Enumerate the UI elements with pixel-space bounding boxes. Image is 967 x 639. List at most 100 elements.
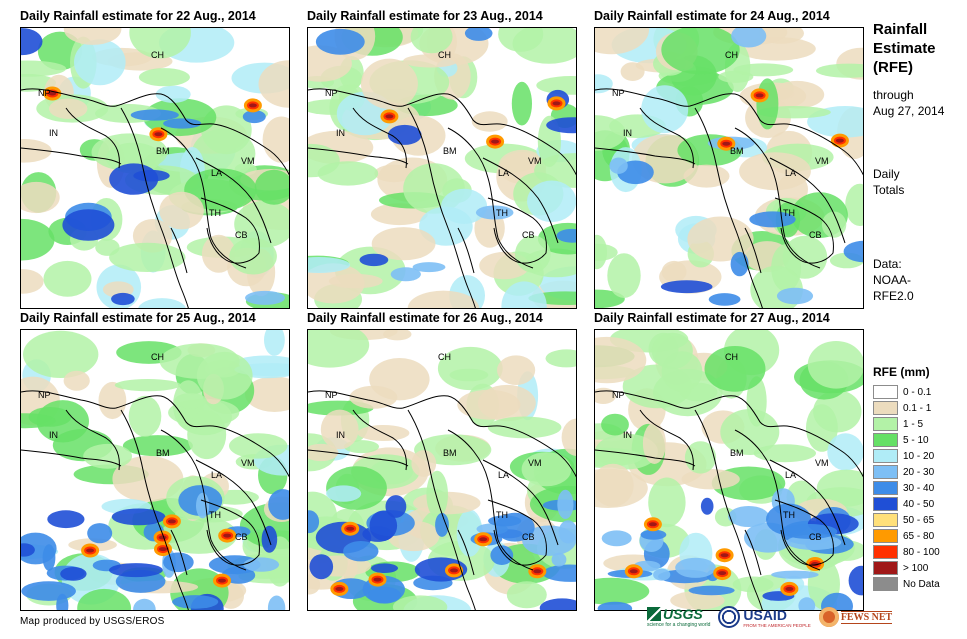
rainfall-patch [98, 381, 127, 420]
country-border [308, 390, 576, 478]
data-label: Data: [873, 257, 902, 271]
rainfall-patch [234, 200, 289, 248]
rainfall-patch [781, 524, 838, 539]
country-border [595, 449, 696, 467]
rainfall-patch [670, 591, 725, 610]
country-label-la: LA [211, 168, 223, 178]
country-label-ch: CH [438, 352, 451, 362]
country-border [407, 409, 476, 610]
rainfall-cell [154, 132, 163, 137]
rainfall-patch [595, 577, 650, 605]
country-label-cb: CB [235, 532, 248, 542]
country-label-ch: CH [438, 50, 451, 60]
rainfall-cell [167, 519, 176, 524]
country-label-vm: VM [815, 458, 829, 468]
rainfall-patch [609, 157, 628, 174]
rainfall-patch [42, 544, 56, 571]
rainfall-patch [62, 209, 115, 241]
country-label-ch: CH [725, 352, 738, 362]
country-label-th: TH [496, 208, 508, 218]
rainfall-patch [845, 183, 863, 226]
rainfall-patch [114, 379, 181, 392]
rainfall-patch [807, 341, 863, 389]
rainfall-map: CH NP IN BM LA VM TH CB [594, 329, 864, 611]
legend-label: 10 - 20 [903, 450, 935, 462]
rainfall-patch [138, 298, 186, 308]
country-label-bm: BM [156, 448, 170, 458]
rainfall-patch [708, 293, 741, 306]
rainfall-cell [86, 548, 95, 553]
country-border [694, 409, 763, 610]
legend-row: 30 - 40 [873, 480, 940, 496]
rainfall-patch [309, 554, 334, 580]
legend-swatch [873, 577, 898, 591]
rainfall-patch [111, 508, 166, 526]
rainfall-cell [218, 578, 226, 583]
country-label-in: IN [623, 430, 632, 440]
rainfall-patch [21, 413, 56, 429]
country-label-np: NP [612, 88, 625, 98]
source-line-2: RFE2.0 [873, 289, 914, 303]
rainfall-patch [546, 117, 576, 134]
rainfall-patch [308, 510, 320, 534]
country-border [482, 459, 559, 546]
country-label-in: IN [623, 128, 632, 138]
rainfall-cell [223, 533, 232, 538]
country-border [21, 88, 289, 176]
usaid-seal-icon [718, 606, 741, 628]
legend-rows: 0 - 0.1 0.1 - 1 1 - 5 5 - 10 10 - 20 20 - 30 3… [873, 384, 940, 592]
rainfall-patch [172, 595, 219, 609]
country-border [160, 127, 247, 269]
rainfall-patch [495, 512, 535, 542]
country-label-in: IN [336, 430, 345, 440]
legend-swatch [873, 465, 898, 479]
rainfall-patch [138, 68, 190, 87]
rainfall-patch [410, 28, 453, 54]
rainfall-patch [527, 180, 576, 223]
rainfall-patch [464, 28, 493, 41]
rainfall-patch [385, 495, 407, 518]
usaid-tagline: FROM THE AMERICAN PEOPLE [743, 622, 811, 628]
source-line-1: NOAA- [873, 273, 912, 287]
map-svg [308, 330, 576, 610]
country-border [769, 157, 846, 244]
legend-row: 5 - 10 [873, 432, 940, 448]
legend-label: > 100 [903, 562, 929, 574]
rainfall-cell [346, 526, 355, 531]
country-label-th: TH [209, 208, 221, 218]
legend-swatch [873, 545, 898, 559]
rainfall-patch [653, 568, 671, 581]
country-label-th: TH [783, 510, 795, 520]
rainfall-patch [449, 368, 489, 382]
rainfall-patch [262, 116, 289, 163]
legend-row: 40 - 50 [873, 496, 940, 512]
rainfall-patch [143, 98, 217, 137]
country-label-in: IN [336, 128, 345, 138]
legend-label: 20 - 30 [903, 466, 935, 478]
rainfall-patch [315, 28, 365, 55]
rainfall-patch [254, 169, 289, 205]
rainfall-patch [739, 152, 811, 191]
rainfall-patch [700, 497, 714, 515]
product-title-line-2: Estimate [873, 40, 936, 57]
rainfall-patch [184, 168, 257, 211]
data-source: Data: NOAA- RFE2.0 [873, 256, 914, 304]
rainfall-cell [158, 535, 167, 540]
country-border [744, 529, 762, 576]
rainfall-patch [816, 63, 863, 78]
rainfall-map: CH NP IN BM LA VM TH CB [20, 27, 290, 309]
rainfall-patch [551, 552, 567, 567]
rainfall-patch [60, 567, 87, 581]
country-border [407, 107, 476, 308]
rainfall-patch [848, 565, 863, 596]
country-border [21, 147, 122, 165]
rainfall-patch [21, 269, 44, 294]
legend-title: RFE (mm) [873, 365, 930, 379]
rainfall-patch [128, 395, 162, 437]
country-label-ch: CH [151, 50, 164, 60]
panel-title: Daily Rainfall estimate for 24 Aug., 201… [594, 9, 830, 23]
rainfall-patch [367, 586, 402, 604]
map-svg [595, 330, 863, 610]
legend-swatch [873, 481, 898, 495]
rainfall-patch [23, 330, 99, 378]
